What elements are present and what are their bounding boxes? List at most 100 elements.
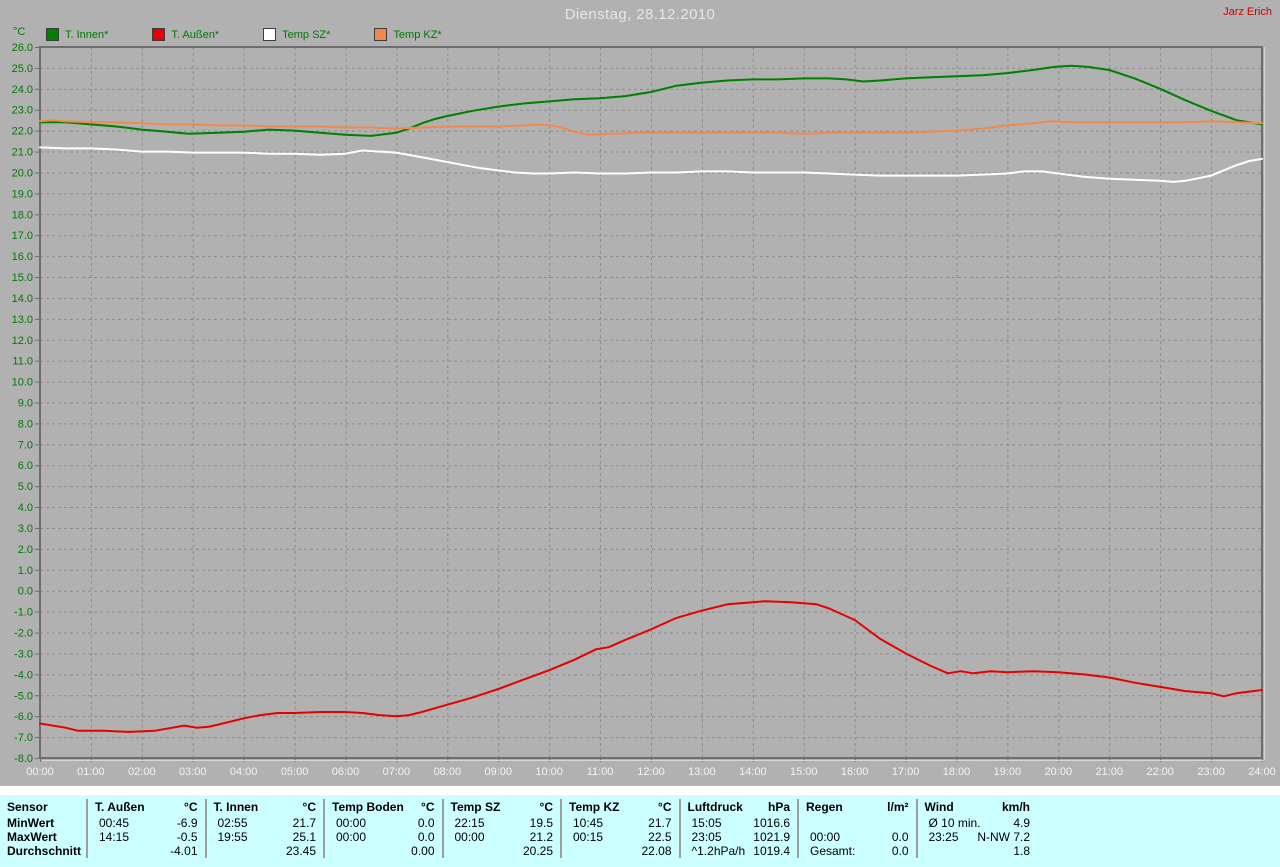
y-tick-label: 23.0 [12, 105, 33, 117]
y-tick-label: 18.0 [12, 209, 33, 221]
y-tick-label: 26.0 [12, 42, 33, 54]
table-corner-label: Sensor [7, 800, 48, 814]
table-cell: 00:00 0.0 [323, 816, 442, 830]
y-tick-label: 25.0 [12, 63, 33, 75]
x-tick-label: 22:00 [1146, 766, 1174, 778]
table-header-cell: T. Innen °C [204, 799, 324, 816]
legend-item[interactable]: Temp KZ* [374, 28, 442, 41]
y-tick-label: -4.0 [14, 669, 33, 681]
x-tick-label: 05:00 [281, 766, 309, 778]
table-header-cell: Regen l/m² [797, 799, 916, 816]
x-tick-label: 18:00 [943, 766, 971, 778]
y-tick-label: 24.0 [12, 84, 33, 96]
table-cell: 00:45 -6.9 [86, 816, 205, 830]
x-tick-label: 19:00 [994, 766, 1022, 778]
x-tick-label: 08:00 [434, 766, 462, 778]
watermark-text: Jarz Erich [1223, 6, 1272, 18]
x-tick-label: 02:00 [128, 766, 156, 778]
x-tick-label: 13:00 [688, 766, 716, 778]
y-tick-label: -2.0 [14, 628, 33, 640]
series-line-tempkz [39, 119, 1263, 136]
y-tick-label: -3.0 [14, 648, 33, 660]
y-tick-label: 22.0 [12, 126, 33, 138]
x-tick-label: 01:00 [77, 766, 105, 778]
series-line-tauen [39, 600, 1263, 733]
legend-label: T. Außen* [171, 28, 220, 41]
series-line-tinnen [39, 64, 1263, 137]
y-tick-label: 11.0 [12, 356, 33, 368]
x-tick-label: 23:00 [1197, 766, 1225, 778]
x-tick-label: 06:00 [332, 766, 360, 778]
plot-frame [39, 46, 1263, 759]
table-cell: ^1.2hPa/h 1019.4 [678, 844, 798, 858]
legend-item[interactable]: Temp SZ* [263, 28, 330, 41]
x-tick-label: 17:00 [892, 766, 920, 778]
x-tick-label: 14:00 [739, 766, 767, 778]
y-tick-label: 3.0 [18, 523, 33, 535]
table-cell: 14:15 -0.5 [86, 830, 205, 844]
y-tick-label: -6.0 [14, 711, 33, 723]
separator-strip [0, 786, 1280, 795]
x-tick-label: 16:00 [841, 766, 869, 778]
y-tick-label: 20.0 [12, 167, 33, 179]
table-cell: 22.08 [560, 844, 679, 858]
table-cell: 00:00 21.2 [441, 830, 561, 844]
y-tick-label: 10.0 [12, 377, 33, 389]
table-header-cell: Temp KZ °C [560, 799, 679, 816]
table-cell: 23:05 1021.9 [678, 830, 798, 844]
table-cell: 19:55 25.1 [204, 830, 324, 844]
legend-label: T. Innen* [65, 28, 109, 41]
table-cell: Ø 10 min. 4.9 [915, 816, 1280, 830]
table-header-cell: T. Außen °C [86, 799, 205, 816]
x-tick-label: 24:00 [1248, 766, 1276, 778]
y-tick-label: 21.0 [12, 147, 33, 159]
y-tick-label: -5.0 [14, 690, 33, 702]
x-tick-label: 03:00 [179, 766, 207, 778]
table-cell: 23.45 [204, 844, 324, 858]
y-tick-label: 15.0 [12, 272, 33, 284]
y-tick-label: 0.0 [18, 586, 33, 598]
table-cell: 00:15 22.5 [560, 830, 679, 844]
table-cell: 20.25 [441, 844, 561, 858]
legend-label: Temp KZ* [393, 28, 442, 41]
y-axis-unit-label: °C [13, 26, 26, 38]
table-cell: 22:15 19.5 [441, 816, 561, 830]
legend-swatch-icon [374, 28, 388, 41]
table-cell: -4.01 [86, 844, 205, 858]
table-header-cell: Wind km/h [915, 799, 1280, 816]
legend-label: Temp SZ* [282, 28, 331, 41]
legend-item[interactable]: T. Innen* [46, 28, 108, 41]
table-cell: 23:25 N-NW 7.2 [915, 830, 1280, 844]
y-tick-label: 6.0 [18, 460, 33, 472]
table-cell: 00:00 0.0 [797, 830, 916, 844]
legend: T. Innen* T. Außen* Temp SZ* Temp KZ* [46, 28, 486, 41]
x-tick-label: 20:00 [1045, 766, 1073, 778]
table-cell: 10:45 21.7 [560, 816, 679, 830]
legend-swatch-icon [46, 28, 59, 41]
table-cell: 02:55 21.7 [204, 816, 324, 830]
table-row-label: MinWert [7, 816, 55, 830]
temperature-chart: -8.0 -7.0 -6.0 -5.0 -4.0 -3.0 -2.0 -1.0 0.0 1.0 2.… [12, 42, 1276, 778]
summary-table: Sensor T. Außen °C T. Innen °C Temp Boden °C Te… [0, 795, 1280, 867]
series-line-tempsz [39, 146, 1263, 183]
y-tick-label: 19.0 [12, 188, 33, 200]
table-header-cell: Luftdruck hPa [678, 799, 798, 816]
legend-swatch-icon [263, 28, 277, 41]
x-tick-label: 15:00 [790, 766, 818, 778]
table-cell [797, 816, 916, 830]
table-cell: 15:05 1016.6 [678, 816, 798, 830]
table-header-cell: Temp Boden °C [323, 799, 442, 816]
legend-swatch-icon [152, 28, 166, 41]
y-tick-label: 2.0 [18, 544, 33, 556]
y-tick-label: 4.0 [18, 502, 33, 514]
table-cell: 1.8 [915, 844, 1280, 858]
table-cell: Gesamt: 0.0 [797, 844, 916, 858]
y-tick-label: -7.0 [14, 732, 33, 744]
x-tick-label: 11:00 [587, 766, 614, 778]
y-tick-label: 12.0 [12, 335, 33, 347]
legend-item[interactable]: T. Außen* [152, 28, 219, 41]
x-tick-label: 09:00 [484, 766, 512, 778]
x-tick-label: 04:00 [230, 766, 258, 778]
y-tick-label: 13.0 [12, 314, 33, 326]
y-tick-label: 8.0 [18, 418, 33, 430]
